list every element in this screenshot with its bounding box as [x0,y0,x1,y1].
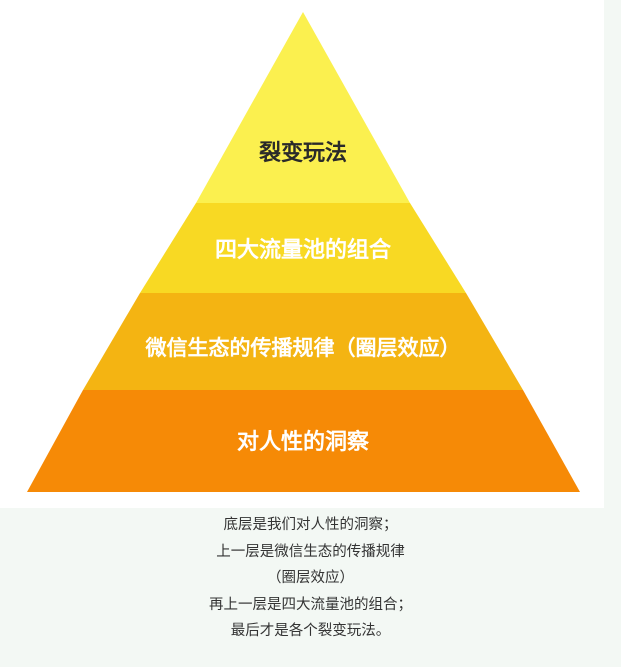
pyramid-tier-top [196,12,410,203]
pyramid-tier-second-label: 四大流量池的组合 [215,237,392,263]
caption-block: 底层是我们对人性的洞察； 上一层是微信生态的传播规律 （圈层效应） 再上一层是四… [0,512,621,645]
caption-line: 最后才是各个裂变玩法。 [230,623,391,639]
pyramid-tier-base-label: 对人性的洞察 [237,429,370,455]
pyramid-tier-second [140,203,466,293]
caption-line: （圈层效应） [267,570,354,586]
pyramid-tier-third-label: 微信生态的传播规律（圈层效应） [145,336,461,360]
pyramid-panel: 裂变玩法 四大流量池的组合 微信生态的传播规律（圈层效应） 对人性的洞察 [0,0,604,508]
pyramid-tier-base [27,390,580,492]
pyramid-tier-top-label: 裂变玩法 [259,140,347,166]
caption-line: 上一层是微信生态的传播规律 [216,543,405,560]
caption-line: 底层是我们对人性的洞察； [223,517,398,533]
pyramid-diagram: 裂变玩法 四大流量池的组合 微信生态的传播规律（圈层效应） 对人性的洞察 [27,12,580,492]
pyramid-tier-third [83,293,523,390]
caption-line: 再上一层是四大流量池的组合； [209,596,412,613]
